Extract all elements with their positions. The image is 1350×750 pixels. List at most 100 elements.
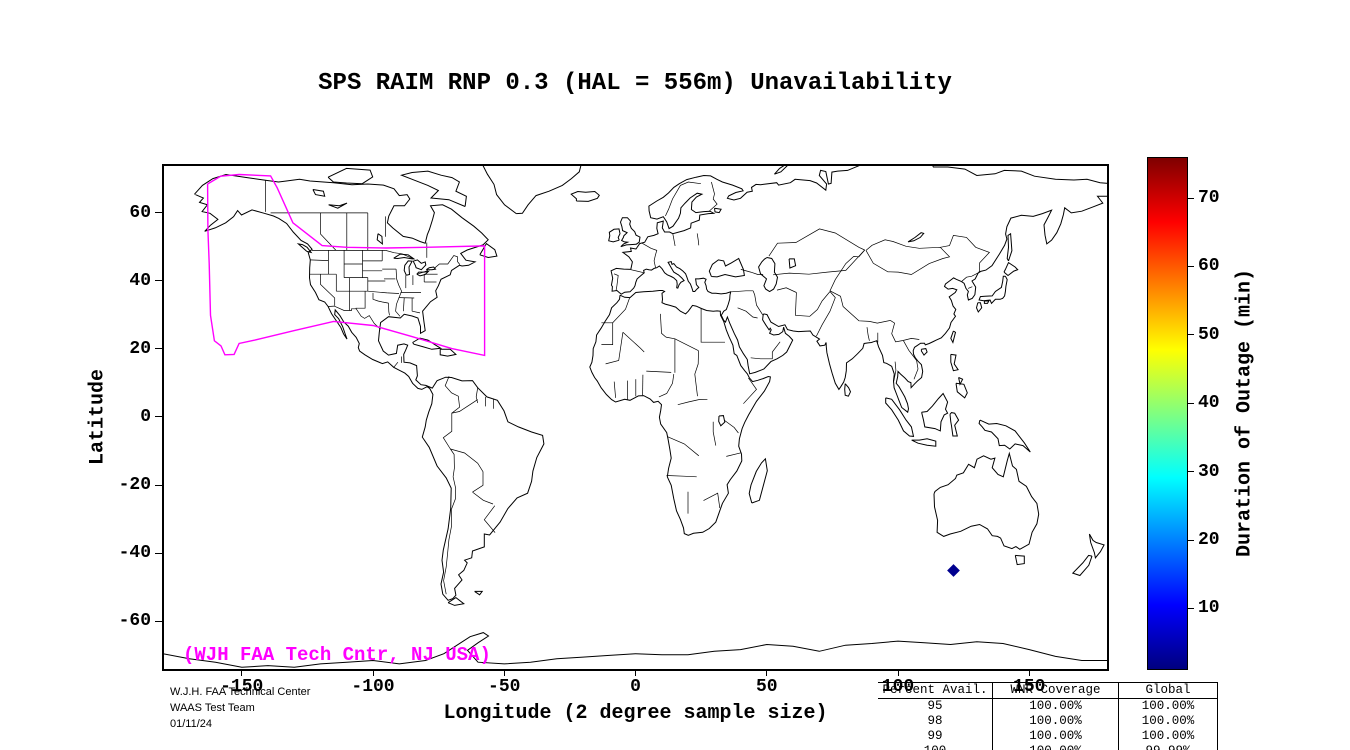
country-state-border-path bbox=[412, 310, 421, 314]
coastline-path bbox=[955, 382, 968, 399]
coastline-path bbox=[439, 348, 457, 357]
coastline-path bbox=[412, 337, 443, 350]
x-tick-mark bbox=[635, 670, 636, 676]
country-state-border-path bbox=[890, 320, 920, 343]
lake-path bbox=[412, 259, 427, 271]
country-state-border-path bbox=[712, 421, 717, 446]
country-state-border-path bbox=[417, 270, 429, 275]
lake-path bbox=[328, 202, 348, 209]
colorbar bbox=[1147, 157, 1188, 670]
lake-path bbox=[907, 232, 925, 243]
x-tick-mark bbox=[897, 670, 899, 676]
y-tick-label: -40 bbox=[118, 543, 151, 564]
coverage-table-cell: 100.00% bbox=[1118, 714, 1218, 729]
country-state-border-path bbox=[393, 361, 399, 368]
coastline-path bbox=[844, 383, 852, 397]
country-state-border-path bbox=[641, 242, 658, 269]
country-state-border-path bbox=[372, 292, 389, 304]
waas-region-label: (WJH FAA Tech Cntr, NJ USA) bbox=[183, 644, 491, 666]
coverage-table-header: Percent Avail. bbox=[878, 682, 992, 699]
y-tick-label: -60 bbox=[118, 611, 151, 632]
colorbar-tick-label: 30 bbox=[1198, 461, 1220, 482]
coastline-path bbox=[958, 377, 964, 386]
country-state-border-path bbox=[665, 181, 701, 217]
coverage-table-cell: 100.00% bbox=[992, 744, 1118, 750]
country-state-border-path bbox=[893, 361, 897, 383]
coastline-path bbox=[978, 275, 1008, 305]
country-state-border-path bbox=[387, 292, 400, 294]
lake-path bbox=[708, 257, 745, 278]
country-state-border-path bbox=[752, 290, 764, 316]
country-state-border-path bbox=[403, 297, 405, 312]
country-state-border-path bbox=[388, 303, 390, 316]
coastline-path bbox=[911, 438, 937, 447]
country-state-border-path bbox=[865, 239, 951, 275]
coastline-path bbox=[474, 590, 484, 596]
country-state-border-path bbox=[433, 255, 461, 269]
coverage-table-cell: 100.00% bbox=[992, 729, 1118, 744]
country-state-border-path bbox=[694, 350, 699, 397]
coastline-path bbox=[950, 353, 959, 372]
lake-path bbox=[312, 189, 326, 197]
country-state-border-path bbox=[703, 492, 721, 509]
y-axis-label: Latitude bbox=[86, 368, 110, 466]
colorbar-tick-label: 10 bbox=[1198, 598, 1220, 619]
country-state-border-path bbox=[696, 233, 700, 246]
x-tick-mark bbox=[1028, 670, 1030, 676]
coastline-path bbox=[774, 165, 790, 175]
footer-line-3: 01/11/24 bbox=[170, 718, 213, 730]
country-state-border-path bbox=[866, 327, 870, 341]
country-state-border-path bbox=[385, 250, 414, 260]
coverage-table-header: WNR Coverage bbox=[992, 682, 1118, 699]
country-state-border-path bbox=[816, 291, 836, 337]
coastline-path bbox=[194, 173, 545, 601]
country-state-border-path bbox=[605, 332, 624, 365]
x-tick-mark bbox=[372, 670, 374, 676]
country-state-border-path bbox=[450, 448, 484, 493]
coastline-path bbox=[950, 330, 957, 344]
world-map bbox=[163, 165, 1108, 668]
country-state-border-path bbox=[961, 272, 979, 282]
coverage-table-header: Global bbox=[1118, 682, 1218, 699]
x-tick-mark bbox=[766, 670, 768, 676]
x-tick-mark bbox=[503, 670, 505, 676]
lake-path bbox=[788, 258, 797, 269]
lake-path bbox=[758, 257, 779, 293]
lake-path bbox=[416, 270, 430, 277]
footer-line-1: W.J.H. FAA Technical Center bbox=[170, 686, 311, 698]
coastline-path bbox=[482, 165, 582, 215]
coastline-path bbox=[327, 167, 374, 185]
country-state-border-path bbox=[601, 322, 614, 345]
lake-path bbox=[403, 260, 413, 276]
country-state-border-path bbox=[328, 305, 381, 330]
country-state-border-path bbox=[443, 476, 457, 595]
coastline-path bbox=[885, 397, 915, 437]
colorbar-tick-mark bbox=[1188, 471, 1194, 473]
coastline-path bbox=[163, 632, 1108, 668]
coastline-path bbox=[983, 300, 990, 304]
coastline-path bbox=[608, 228, 621, 243]
country-state-border-path bbox=[622, 332, 645, 353]
coverage-table-cell: 100.00% bbox=[992, 699, 1118, 714]
y-tick-mark bbox=[155, 484, 163, 486]
x-tick-mark bbox=[241, 670, 243, 676]
coastline-path bbox=[748, 457, 768, 504]
coastline-path bbox=[589, 290, 771, 536]
country-state-border-path bbox=[737, 307, 758, 319]
country-state-border-path bbox=[795, 291, 831, 317]
coastline-path bbox=[933, 451, 1040, 550]
country-state-border-path bbox=[672, 233, 676, 246]
country-state-border-path bbox=[740, 269, 764, 275]
lake-path bbox=[714, 207, 722, 214]
country-state-border-path bbox=[677, 398, 708, 406]
country-state-border-path bbox=[724, 420, 739, 434]
colorbar-label: Duration of Outage (min) bbox=[1233, 268, 1257, 558]
waas-service-volume-outline bbox=[206, 173, 486, 357]
country-state-border-path bbox=[355, 291, 366, 309]
footer-credits: W.J.H. FAA Technical Center WAAS Test Te… bbox=[170, 684, 310, 732]
coastline-path bbox=[1014, 554, 1025, 566]
footer-line-2: WAAS Test Team bbox=[170, 702, 255, 714]
title-line-1: SPS RAIM RNP 0.3 (HAL = 556m) Unavailabi… bbox=[318, 70, 952, 97]
country-state-border-path bbox=[709, 181, 718, 212]
